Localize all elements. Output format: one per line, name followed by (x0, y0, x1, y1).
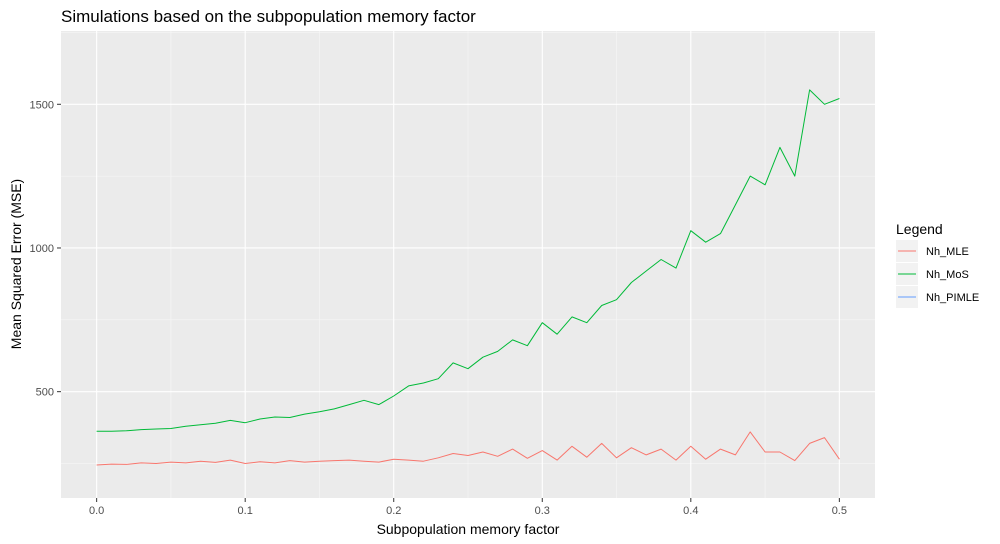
legend-label-nh-pimle: Nh_PIMLE (926, 292, 979, 304)
series-line-nh-mle (96, 431, 840, 466)
minor-gridlines (61, 31, 875, 498)
x-axis-ticks: 0.0 0.1 0.2 0.3 0.4 0.5 (89, 498, 847, 517)
series-layer (96, 89, 840, 466)
series-line-nh-mos (96, 89, 840, 432)
legend-label-nh-mos: Nh_MoS (926, 269, 969, 281)
x-tick-label: 0.3 (535, 505, 550, 517)
legend-label-nh-mle: Nh_MLE (926, 246, 969, 258)
major-gridlines (61, 31, 875, 498)
legend-title: Legend (896, 221, 943, 237)
y-tick-label: 500 (36, 387, 54, 399)
chart-title: Simulations based on the subpopulation m… (61, 7, 476, 26)
x-tick-label: 0.4 (683, 505, 698, 517)
x-axis-title: Subpopulation memory factor (377, 521, 560, 537)
legend: Legend Nh_MLE Nh_MoS Nh_PIMLE (896, 221, 979, 308)
y-axis-title: Mean Squared Error (MSE) (8, 179, 24, 349)
x-tick-label: 0.5 (832, 505, 847, 517)
x-tick-label: 0.0 (89, 505, 104, 517)
y-axis-ticks: 500 1000 1500 (30, 99, 61, 399)
y-tick-label: 1500 (30, 99, 54, 111)
x-tick-label: 0.1 (238, 505, 253, 517)
legend-items: Nh_MLE Nh_MoS Nh_PIMLE (896, 240, 979, 308)
y-tick-label: 1000 (30, 243, 54, 255)
x-tick-label: 0.2 (386, 505, 401, 517)
